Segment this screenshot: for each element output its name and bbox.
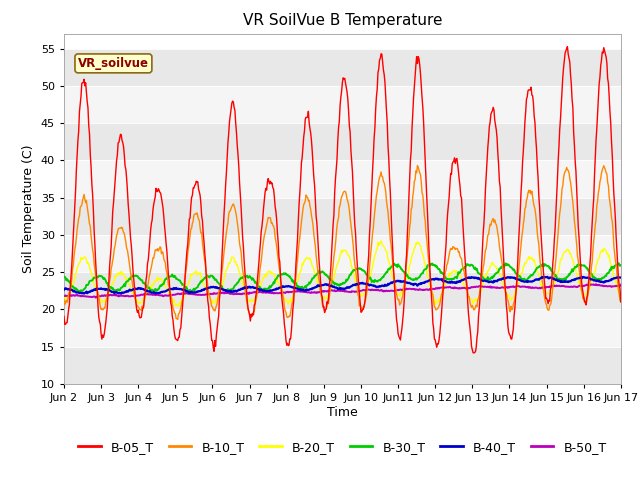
Bar [64, 235, 621, 272]
Bar [64, 347, 621, 384]
Bar [64, 160, 621, 198]
Bar [64, 272, 621, 310]
Legend: B-05_T, B-10_T, B-20_T, B-30_T, B-40_T, B-50_T: B-05_T, B-10_T, B-20_T, B-30_T, B-40_T, … [73, 436, 612, 459]
X-axis label: Time: Time [327, 406, 358, 419]
Bar [64, 198, 621, 235]
Bar [64, 123, 621, 160]
Text: VR_soilvue: VR_soilvue [78, 57, 149, 70]
Bar [64, 86, 621, 123]
Title: VR SoilVue B Temperature: VR SoilVue B Temperature [243, 13, 442, 28]
Bar [64, 48, 621, 86]
Bar [64, 310, 621, 347]
Y-axis label: Soil Temperature (C): Soil Temperature (C) [22, 144, 35, 273]
